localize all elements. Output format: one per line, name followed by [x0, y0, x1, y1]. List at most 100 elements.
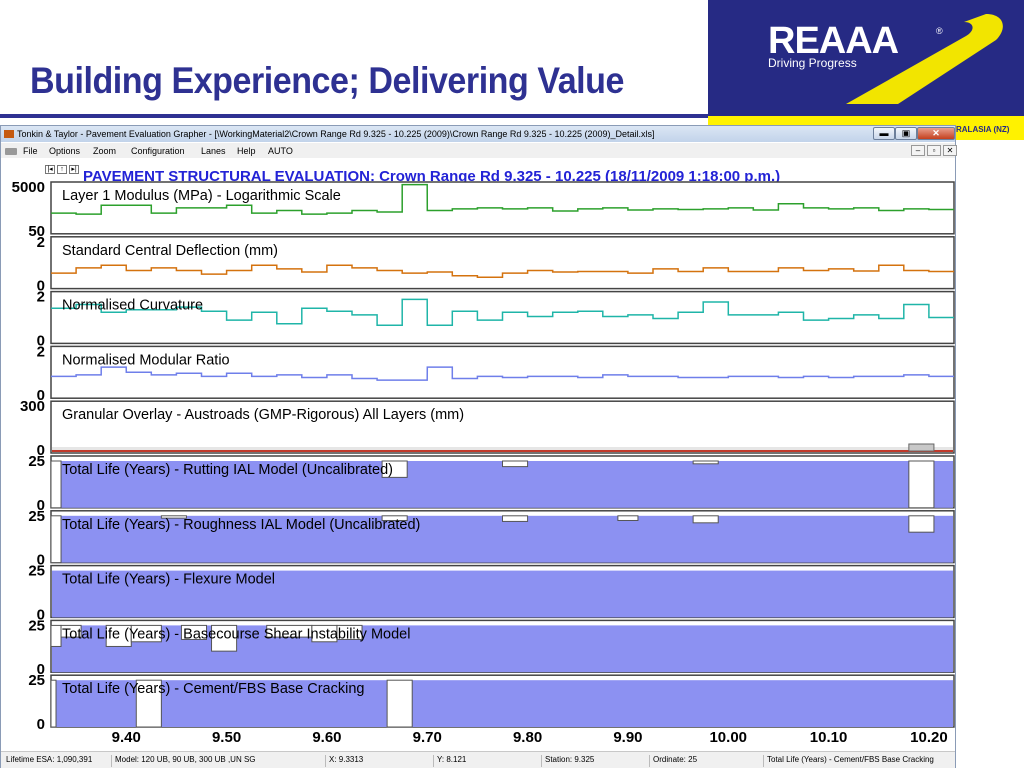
overlay-requirement-bar — [908, 443, 935, 452]
panel-ymax-label: 5000 — [12, 179, 45, 196]
life-deficit-bar — [50, 679, 57, 728]
first-station-button[interactable]: |◂ — [45, 165, 55, 174]
up-button[interactable]: ↑ — [57, 165, 67, 174]
life-deficit-bar — [50, 515, 62, 564]
logo-wordmark: REAAA — [768, 20, 899, 62]
status-bar: Lifetime ESA: 1,090,391 Model: 120 UB, 9… — [1, 751, 955, 768]
series-line — [51, 183, 954, 215]
life-deficit-bar — [908, 460, 935, 509]
menu-lanes[interactable]: Lanes — [201, 146, 226, 156]
life-deficit-bar — [130, 624, 162, 643]
life-deficit-bar — [692, 515, 719, 524]
status-station: Station: 9.325 — [541, 755, 594, 767]
life-deficit-bar — [502, 515, 529, 522]
mdi-close-button[interactable]: ✕ — [943, 145, 957, 156]
panel-title: Layer 1 Modulus (MPa) - Logarithmic Scal… — [62, 188, 341, 204]
evaluation-heading: PAVEMENT STRUCTURAL EVALUATION: Crown Ra… — [83, 168, 781, 185]
life-deficit-bar — [160, 515, 187, 519]
life-deficit-bar — [336, 624, 363, 640]
panel-ymin-label: 0 — [37, 442, 45, 459]
life-deficit-bar — [50, 460, 62, 509]
panel-ymin-label: 0 — [37, 552, 45, 569]
x-tick-label: 9.40 — [112, 729, 141, 746]
menu-help[interactable]: Help — [237, 146, 256, 156]
menu-options[interactable]: Options — [49, 146, 81, 156]
reaaa-logo: REAAA ® Driving Progress — [708, 0, 1024, 116]
life-deficit-bar — [381, 515, 408, 521]
overlay-band — [52, 447, 953, 451]
window-titlebar[interactable]: Tonkin & Taylor - Pavement Evaluation Gr… — [1, 126, 955, 142]
life-deficit-bar — [617, 515, 639, 521]
pavement-evaluation-chart[interactable]: 5000 50 Layer 1 Modulus (MPa) - Logarithmi… — [1, 126, 957, 751]
window-title: Tonkin & Taylor - Pavement Evaluation Gr… — [17, 129, 655, 139]
x-tick-label: 9.90 — [613, 729, 642, 746]
slide-title: Building Experience; Delivering Value — [30, 60, 624, 101]
x-tick-label: 9.50 — [212, 729, 241, 746]
status-active-graph: Total Life (Years) - Cement/FBS Base Cra… — [763, 755, 934, 767]
panel-ymax-label: 2 — [37, 234, 45, 251]
menu-file[interactable]: File — [23, 146, 38, 156]
life-deficit-bar — [50, 624, 62, 647]
menu-zoom[interactable]: Zoom — [93, 146, 117, 156]
series-line — [51, 298, 954, 327]
panel-ymin-label: 0 — [37, 716, 45, 733]
panel-ymin-label: 0 — [37, 278, 45, 295]
panel-ymax-label: 25 — [28, 617, 45, 634]
life-deficit-bar — [211, 624, 238, 652]
grapher-window: Tonkin & Taylor - Pavement Evaluation Gr… — [0, 125, 957, 768]
menu-bar: File Options Zoom Configuration Lanes He… — [1, 143, 957, 158]
logo-swoosh-icon — [846, 14, 1003, 104]
logo-registered-mark: ® — [936, 26, 943, 36]
menu-auto[interactable]: AUTO — [268, 146, 293, 156]
life-fill-area — [52, 570, 953, 618]
life-deficit-bar — [692, 460, 719, 465]
next-station-button[interactable]: ▸| — [69, 165, 79, 174]
panel-ymin-label: 0 — [37, 606, 45, 623]
status-x: X: 9.3313 — [325, 755, 363, 767]
panel-title: Normalised Modular Ratio — [62, 352, 230, 368]
panel-ymax-label: 300 — [20, 398, 45, 415]
panel-ymax-label: 2 — [37, 343, 45, 360]
life-fill-area — [52, 515, 953, 563]
status-model: Model: 120 UB, 90 UB, 300 UB ,UN SG — [111, 755, 256, 767]
panel-title: Total Life (Years) - Rutting IAL Model (… — [62, 462, 393, 478]
mdi-restore-button[interactable]: ▫ — [927, 145, 941, 156]
series-line — [51, 366, 954, 381]
x-tick-label: 10.10 — [810, 729, 848, 746]
life-fill-area — [52, 461, 953, 508]
menu-configuration[interactable]: Configuration — [131, 146, 185, 156]
x-tick-label: 9.80 — [513, 729, 542, 746]
life-deficit-bar — [381, 460, 408, 478]
panel-ymax-label: 2 — [37, 289, 45, 306]
panel-ymin-label: 0 — [37, 387, 45, 404]
x-tick-label: 10.20 — [910, 729, 948, 746]
life-deficit-bar — [502, 460, 529, 468]
maximize-button[interactable]: ▣ — [895, 127, 917, 140]
panel-title: Granular Overlay - Austroads (GMP-Rigoro… — [62, 407, 464, 423]
status-ordinate: Ordinate: 25 — [649, 755, 697, 767]
app-icon — [4, 130, 14, 138]
title-underline — [0, 114, 708, 118]
panel-ymin-label: 50 — [28, 223, 45, 240]
document-icon[interactable] — [5, 148, 17, 155]
panel-title: Total Life (Years) - Cement/FBS Base Cra… — [62, 681, 364, 697]
minimize-button[interactable]: ▬ — [873, 127, 895, 140]
logo-tagline: Driving Progress — [768, 56, 857, 70]
panel-frame — [50, 345, 955, 399]
panel-ymax-label: 25 — [28, 672, 45, 689]
life-deficit-bar — [60, 624, 82, 638]
panel-title: Normalised Curvature — [62, 298, 203, 314]
life-deficit-bar — [386, 679, 413, 728]
panel-ymax-label: 25 — [28, 508, 45, 525]
panel-ymax-label: 25 — [28, 453, 45, 470]
panel-ymin-label: 0 — [37, 661, 45, 678]
x-tick-label: 9.60 — [312, 729, 341, 746]
toolbar: |◂ ↑ ▸| PAVEMENT STRUCTURAL EVALUATION: … — [1, 158, 955, 185]
status-lifetime-esa: Lifetime ESA: 1,090,391 — [6, 755, 93, 764]
panel-ymax-label: 25 — [28, 563, 45, 580]
panel-title: Total Life (Years) - Flexure Model — [62, 572, 275, 588]
mdi-minimize-button[interactable]: – — [911, 145, 925, 156]
panel-frame — [50, 400, 955, 454]
x-tick-label: 10.00 — [709, 729, 747, 746]
close-button[interactable]: ✕ — [917, 127, 955, 140]
